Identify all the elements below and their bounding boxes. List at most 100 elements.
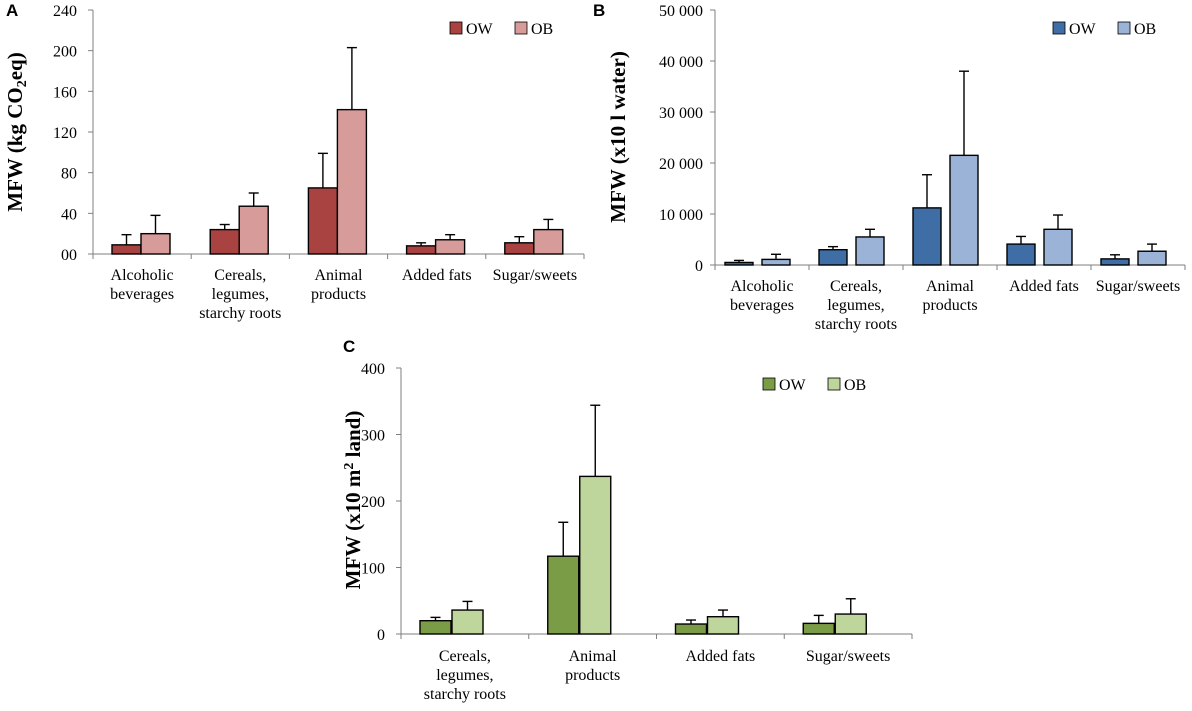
legend-swatch-ob — [514, 21, 528, 35]
x-category-label: Alcoholic beverages — [110, 267, 174, 303]
legend-label-ow: OW — [779, 377, 807, 394]
bar-ow — [802, 622, 835, 635]
x-category-label-line: Cereals, — [214, 267, 266, 284]
x-category-label-line: products — [565, 667, 620, 684]
legend-swatch-ow — [1052, 21, 1066, 35]
y-axis-label-part: MFW (x10 l water) — [606, 51, 630, 223]
bar-ow — [547, 555, 580, 635]
x-category-label: Animal products — [922, 278, 977, 314]
legend: OW OB — [449, 21, 553, 38]
x-category-label-line: Sugar/sweets — [493, 267, 577, 284]
x-category-label: Cereals, legumes, starchy roots — [815, 278, 897, 333]
bar-ob — [834, 613, 867, 635]
y-axis-label-part: eq) — [3, 52, 27, 80]
bar-ow — [209, 228, 240, 255]
x-category-label-line: Animal — [569, 648, 618, 665]
x-category-label-line: Sugar/sweets — [1096, 278, 1180, 295]
x-category-label: Alcoholic beverages — [730, 278, 794, 314]
y-axis-label: MFW (x10 l water) — [606, 51, 630, 223]
x-category-label-line: beverages — [110, 286, 174, 303]
bar-ob — [434, 239, 466, 255]
legend-swatch-ow — [762, 377, 776, 391]
bar-ob — [949, 154, 979, 266]
x-category-label-line: legumes, — [212, 286, 269, 303]
bar-ow — [405, 245, 437, 255]
bar-ow — [111, 244, 142, 255]
y-tick-label: 0 — [377, 627, 385, 644]
y-tick-label: 200 — [53, 44, 77, 61]
chart-panel-b: B MFW (x10 l water) 0 10 000 20 000 30 000 40 … — [593, 1, 1186, 333]
x-category-label-line: starchy roots — [199, 305, 281, 322]
bar-ow — [504, 242, 535, 255]
y-tick-label: 40 000 — [659, 54, 703, 71]
y-tick-label: 40 — [61, 206, 77, 223]
x-category-label: Sugar/sweets — [806, 648, 890, 665]
y-tick-label: 0 — [695, 258, 703, 275]
x-category-label: Added fats — [685, 648, 755, 665]
x-category-label-line: Sugar/sweets — [806, 648, 890, 665]
legend-label-ob: OB — [844, 377, 866, 394]
bar-ow — [1006, 243, 1036, 266]
x-category-label-line: Cereals, — [439, 648, 491, 665]
bar-ob — [1137, 250, 1167, 266]
y-tick-label: 00 — [61, 247, 77, 264]
y-tick-label: 120 — [53, 125, 77, 142]
x-category-label-line: Alcoholic — [730, 278, 793, 295]
bar-ow — [307, 187, 339, 255]
y-axis-label: MFW (kg CO2eq) — [3, 52, 30, 211]
x-category-label: Sugar/sweets — [1096, 278, 1180, 295]
y-axis-label-part: 2 — [342, 463, 357, 470]
x-category-label-line: products — [311, 286, 366, 303]
x-category-label-line: starchy roots — [424, 686, 506, 703]
x-category-label: Cereals, legumes, starchy roots — [199, 267, 281, 322]
bar-ob — [855, 236, 885, 266]
legend: OW OB — [1052, 21, 1156, 38]
bar-ob — [1043, 228, 1073, 266]
y-axis-label-part: MFW (x10 m — [341, 469, 365, 589]
bar-ow — [818, 248, 848, 266]
legend: OW OB — [762, 377, 866, 394]
x-category-label-line: legumes, — [827, 297, 884, 314]
bar-ob — [238, 205, 269, 255]
x-category-label-line: Alcoholic — [111, 267, 174, 284]
bar-ow — [419, 620, 452, 635]
y-axis-label-part: 2 — [15, 80, 30, 87]
y-axis-label-part: MFW (kg CO — [3, 87, 27, 211]
y-axis-label: MFW (x10 m2 land) — [341, 411, 365, 590]
y-tick-label: 10 000 — [659, 207, 703, 224]
legend-label-ow: OW — [466, 21, 494, 38]
x-category-label-line: Animal — [926, 278, 975, 295]
y-tick-label: 240 — [53, 3, 77, 20]
chart-panel-a: A MFW (kg CO2eq) 00 40 80 120 160 200 240 Alcohol… — [3, 1, 585, 322]
y-axis-label-part: land) — [341, 411, 365, 463]
y-tick-label: 160 — [53, 84, 77, 101]
x-category-label-line: starchy roots — [815, 316, 897, 333]
y-tick-label: 300 — [361, 428, 385, 445]
bar-ob — [336, 108, 368, 255]
bar-ob — [451, 609, 484, 635]
y-tick-label: 400 — [361, 361, 385, 378]
legend-swatch-ob — [827, 377, 841, 391]
chart-panel-c: C MFW (x10 m2 land) 0 100 200 300 400 Cereals, l… — [341, 337, 913, 703]
x-category-label: Animal products — [311, 267, 366, 303]
bar-ow — [674, 623, 708, 635]
bar-ob — [140, 232, 171, 255]
y-tick-label: 80 — [61, 166, 77, 183]
y-tick-label: 20 000 — [659, 156, 703, 173]
bar-ob — [706, 616, 740, 635]
x-category-label-line: Added fats — [1009, 278, 1079, 295]
bar-ow — [1100, 258, 1130, 266]
x-category-label-line: Added fats — [685, 648, 755, 665]
bar-ob — [533, 228, 564, 255]
legend-label-ob: OB — [1134, 21, 1156, 38]
bar-ob — [579, 475, 612, 635]
x-category-label: Added fats — [402, 267, 472, 284]
x-category-label: Cereals, legumes, starchy roots — [424, 648, 506, 703]
y-tick-label: 50 000 — [659, 3, 703, 20]
legend-label-ow: OW — [1069, 21, 1097, 38]
legend-label-ob: OB — [531, 21, 553, 38]
bar-ob — [761, 258, 791, 266]
y-tick-label: 200 — [361, 494, 385, 511]
legend-swatch-ow — [449, 21, 463, 35]
x-category-label: Sugar/sweets — [493, 267, 577, 284]
